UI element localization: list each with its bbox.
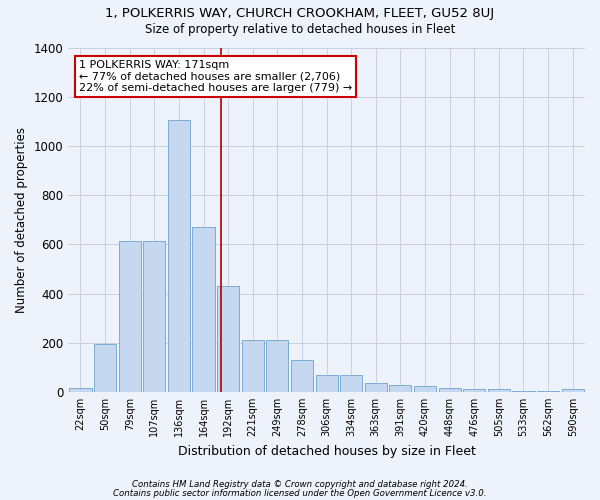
- Bar: [562, 390, 584, 392]
- Bar: [512, 390, 535, 392]
- Bar: [168, 120, 190, 392]
- Text: Contains HM Land Registry data © Crown copyright and database right 2024.: Contains HM Land Registry data © Crown c…: [132, 480, 468, 489]
- Bar: [316, 374, 338, 392]
- Bar: [266, 340, 289, 392]
- Bar: [463, 390, 485, 392]
- Y-axis label: Number of detached properties: Number of detached properties: [15, 126, 28, 312]
- Bar: [119, 240, 141, 392]
- Bar: [340, 374, 362, 392]
- X-axis label: Distribution of detached houses by size in Fleet: Distribution of detached houses by size …: [178, 444, 476, 458]
- Bar: [414, 386, 436, 392]
- Bar: [242, 340, 264, 392]
- Text: Size of property relative to detached houses in Fleet: Size of property relative to detached ho…: [145, 22, 455, 36]
- Bar: [217, 286, 239, 392]
- Bar: [365, 384, 387, 392]
- Text: 1, POLKERRIS WAY, CHURCH CROOKHAM, FLEET, GU52 8UJ: 1, POLKERRIS WAY, CHURCH CROOKHAM, FLEET…: [106, 8, 494, 20]
- Bar: [488, 390, 510, 392]
- Bar: [70, 388, 92, 392]
- Bar: [537, 390, 559, 392]
- Text: Contains public sector information licensed under the Open Government Licence v3: Contains public sector information licen…: [113, 488, 487, 498]
- Bar: [389, 384, 412, 392]
- Bar: [94, 344, 116, 392]
- Text: 1 POLKERRIS WAY: 171sqm
← 77% of detached houses are smaller (2,706)
22% of semi: 1 POLKERRIS WAY: 171sqm ← 77% of detache…: [79, 60, 352, 93]
- Bar: [143, 240, 166, 392]
- Bar: [291, 360, 313, 392]
- Bar: [193, 227, 215, 392]
- Bar: [439, 388, 461, 392]
